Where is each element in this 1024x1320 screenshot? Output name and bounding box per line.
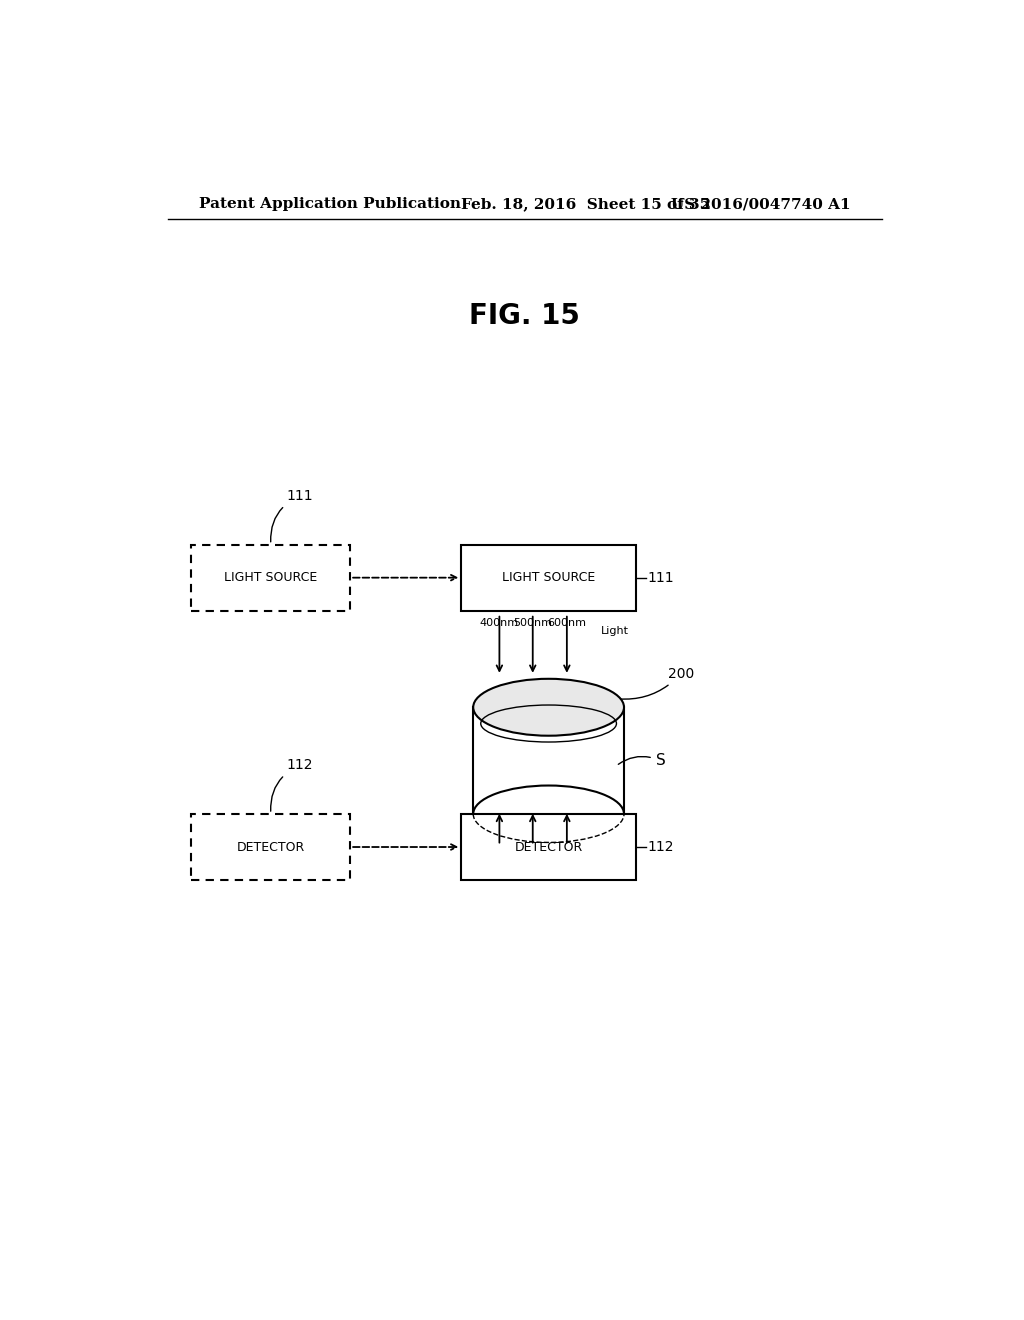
Text: 400nm: 400nm — [480, 618, 519, 628]
Text: Feb. 18, 2016  Sheet 15 of 35: Feb. 18, 2016 Sheet 15 of 35 — [461, 197, 711, 211]
Text: 112: 112 — [648, 840, 675, 854]
Text: 111: 111 — [270, 488, 313, 541]
FancyBboxPatch shape — [191, 545, 350, 611]
Text: S: S — [618, 754, 666, 768]
Text: 200: 200 — [618, 667, 694, 700]
Text: LIGHT SOURCE: LIGHT SOURCE — [502, 572, 595, 585]
FancyBboxPatch shape — [461, 545, 636, 611]
Text: 111: 111 — [648, 570, 675, 585]
FancyBboxPatch shape — [191, 814, 350, 880]
Text: 600nm: 600nm — [548, 618, 587, 628]
Text: FIG. 15: FIG. 15 — [469, 302, 581, 330]
Text: DETECTOR: DETECTOR — [514, 841, 583, 854]
Text: US 2016/0047740 A1: US 2016/0047740 A1 — [671, 197, 850, 211]
Bar — [473, 708, 624, 814]
Ellipse shape — [473, 678, 624, 735]
FancyBboxPatch shape — [461, 814, 636, 880]
Text: Patent Application Publication: Patent Application Publication — [200, 197, 462, 211]
Text: 500nm: 500nm — [513, 618, 552, 628]
Text: DETECTOR: DETECTOR — [237, 841, 305, 854]
Text: 112: 112 — [270, 758, 313, 812]
Text: LIGHT SOURCE: LIGHT SOURCE — [224, 572, 317, 585]
Text: Light: Light — [601, 626, 629, 636]
